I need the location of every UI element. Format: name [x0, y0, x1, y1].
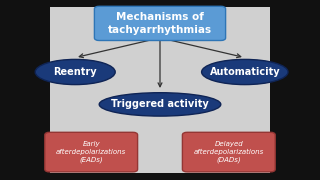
Text: Automaticity: Automaticity [210, 67, 280, 77]
Text: Early
afterdepolarizations
(EADs): Early afterdepolarizations (EADs) [56, 141, 126, 163]
FancyBboxPatch shape [50, 7, 270, 173]
Ellipse shape [202, 59, 288, 85]
Text: Reentry: Reentry [53, 67, 97, 77]
FancyBboxPatch shape [45, 132, 138, 172]
Text: Mechanisms of
tachyarrhythmias: Mechanisms of tachyarrhythmias [108, 12, 212, 35]
FancyBboxPatch shape [182, 132, 275, 172]
Ellipse shape [99, 93, 221, 116]
FancyBboxPatch shape [94, 6, 226, 40]
Text: Triggered activity: Triggered activity [111, 99, 209, 109]
Ellipse shape [35, 59, 115, 85]
Text: Delayed
afterdepolarizations
(DADs): Delayed afterdepolarizations (DADs) [194, 141, 264, 163]
